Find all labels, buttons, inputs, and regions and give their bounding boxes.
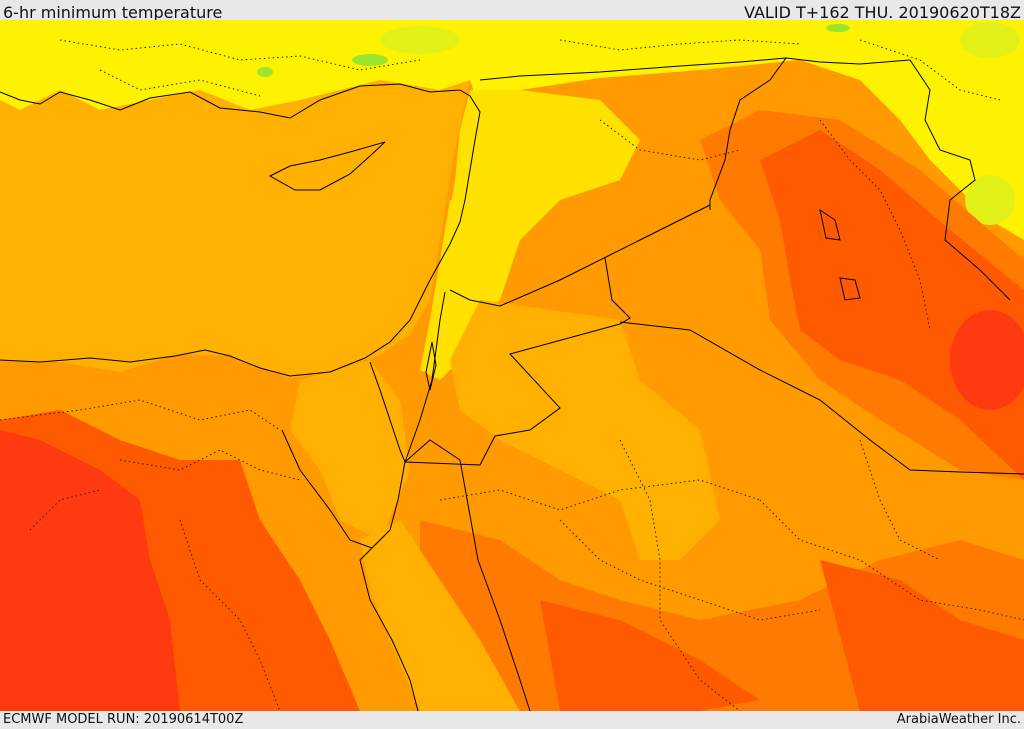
border-jordan-saudi bbox=[404, 257, 631, 466]
temperature-band-green-1 bbox=[352, 54, 388, 66]
valid-time-label: VALID T+162 THU. 20190620T18Z bbox=[744, 3, 1021, 22]
admin-boundary-5 bbox=[439, 479, 761, 511]
border-israel-jordan bbox=[404, 291, 446, 463]
admin-boundary-10 bbox=[599, 119, 741, 161]
temperature-band-red-sea bbox=[360, 520, 520, 711]
coastline-lake-tharthar bbox=[819, 208, 841, 241]
temperature-band-east-red bbox=[760, 130, 1024, 480]
temperature-band-yellowgreen-3 bbox=[380, 26, 460, 54]
border-egypt-israel bbox=[369, 361, 406, 463]
admin-boundary-3 bbox=[29, 489, 101, 531]
map-footer: ECMWF MODEL RUN: 20190614T00Z ArabiaWeat… bbox=[0, 711, 1024, 729]
temperature-map bbox=[0, 20, 1024, 711]
border-syria-turkey bbox=[479, 57, 911, 81]
coastline-red-sea-east bbox=[359, 461, 419, 711]
temperature-band-yellowgreen-1 bbox=[960, 22, 1020, 58]
admin-boundary-11 bbox=[819, 119, 931, 331]
temperature-band-southeast-red bbox=[820, 560, 1024, 711]
coastline-cyprus bbox=[268, 141, 386, 191]
credit-label: ArabiaWeather Inc. bbox=[896, 712, 1021, 727]
admin-boundary-14 bbox=[559, 39, 801, 51]
temperature-band-north-yellow bbox=[0, 20, 1024, 240]
coastline-red-sea-west bbox=[281, 429, 373, 549]
border-syria-iraq bbox=[709, 57, 787, 210]
temperature-band-green-2 bbox=[257, 67, 273, 77]
coastline-mediterranean bbox=[0, 89, 481, 377]
temperature-band-central-gold bbox=[450, 300, 720, 560]
temperature-band-levant bbox=[420, 200, 500, 380]
coastline-turkey bbox=[0, 83, 461, 119]
admin-boundary-15 bbox=[859, 39, 1001, 101]
coastline-lake-razazah bbox=[839, 277, 861, 301]
border-syria-jordan bbox=[449, 204, 711, 307]
temperature-band-yellowgreen-2 bbox=[965, 175, 1015, 225]
temperature-band-east-hot bbox=[950, 310, 1024, 410]
map-title: 6-hr minimum temperature bbox=[3, 3, 223, 22]
border-iraq-iran bbox=[909, 59, 1011, 301]
temperature-band-green-3 bbox=[826, 24, 850, 32]
temperature-band-southwest-hot bbox=[0, 430, 180, 711]
admin-boundary-9 bbox=[859, 439, 941, 561]
admin-boundary-7 bbox=[619, 439, 741, 711]
temperature-band-sinai bbox=[290, 360, 410, 540]
admin-boundary-1 bbox=[0, 399, 281, 431]
coastline-gulf-of-aqaba bbox=[404, 439, 531, 711]
model-run-label: ECMWF MODEL RUN: 20190614T00Z bbox=[3, 712, 244, 727]
border-iraq-saudi bbox=[619, 321, 1024, 475]
map-header: 6-hr minimum temperature VALID T+162 THU… bbox=[0, 0, 1024, 22]
admin-boundary-2 bbox=[119, 449, 301, 481]
